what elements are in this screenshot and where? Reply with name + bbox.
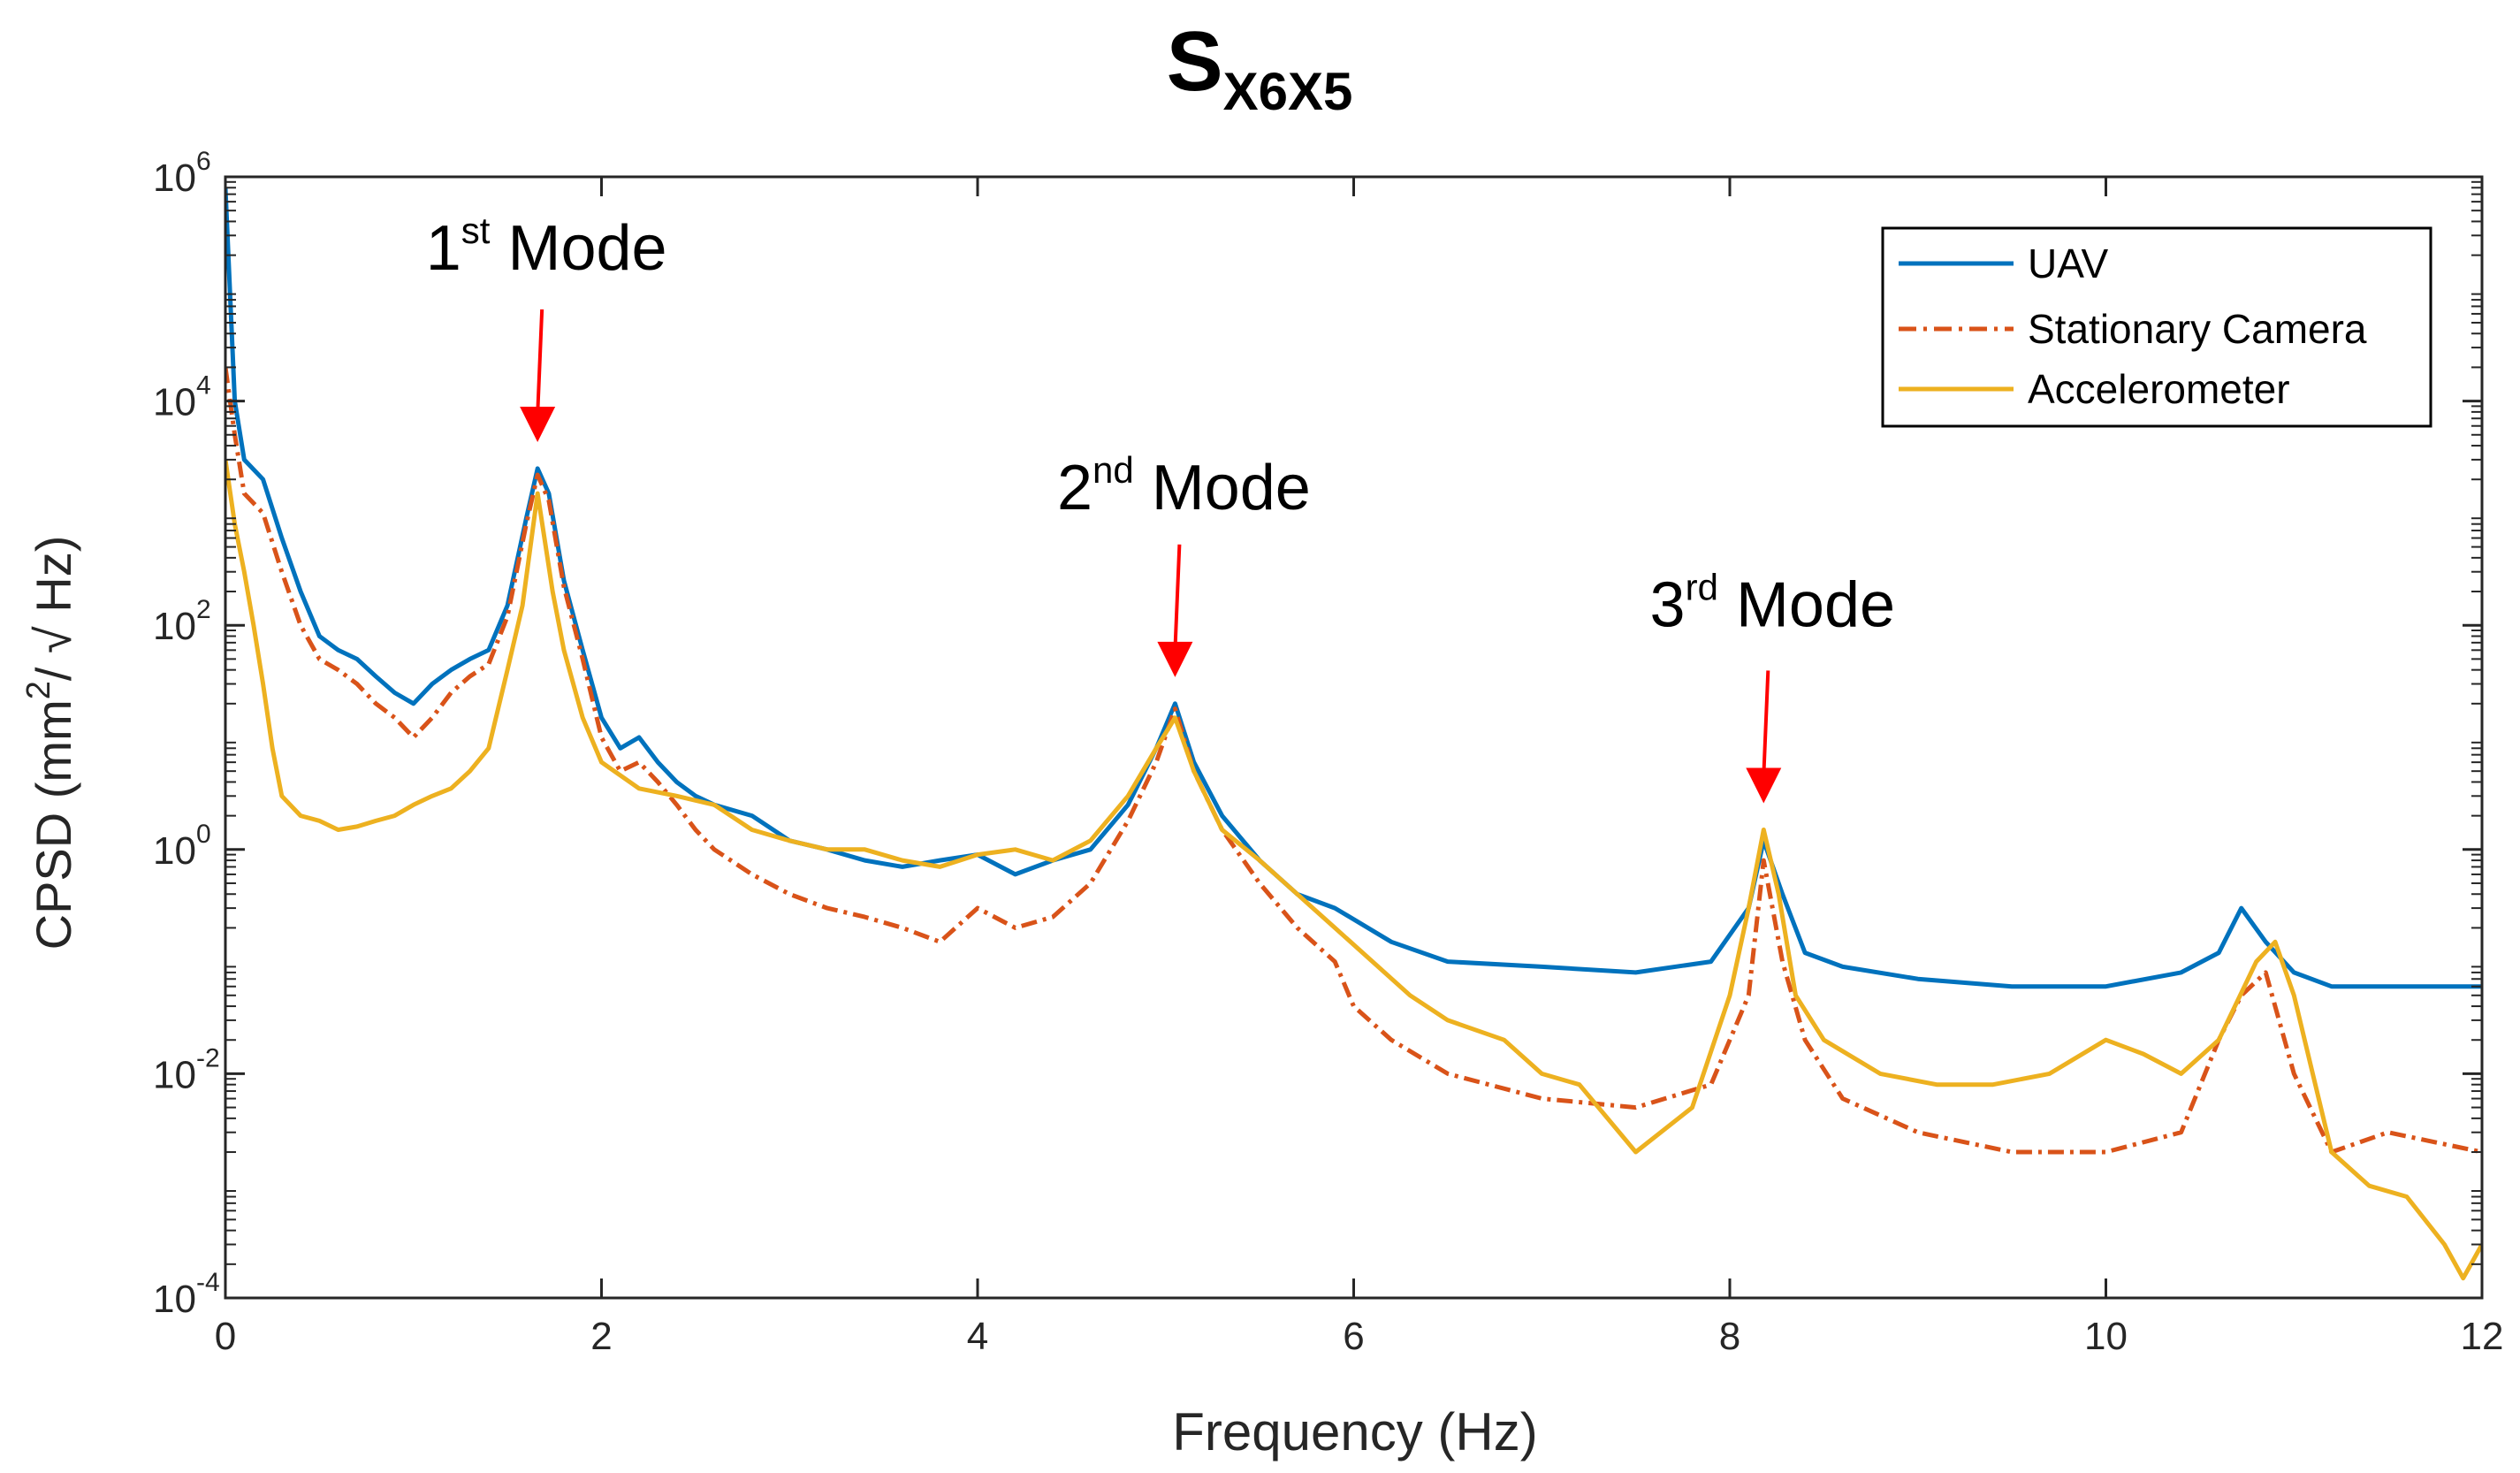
mode-label-number: 3 xyxy=(1650,569,1686,640)
legend: UAV Stationary Camera Accelerometer xyxy=(1881,226,2432,428)
y-tick-label-exp: 6 xyxy=(196,147,211,176)
y-tick-label-exp: 2 xyxy=(196,595,211,624)
x-tick-label: 0 xyxy=(215,1315,236,1358)
x-tick-label: 4 xyxy=(967,1315,988,1358)
y-tick-label: 10-2 xyxy=(153,1043,220,1096)
chart-title-subscript: X6X5 xyxy=(1223,62,1353,121)
y-axis-label: CPSD (mm2/ √ Hz) xyxy=(20,536,81,950)
x-tick-label: 10 xyxy=(2084,1315,2128,1358)
y-tick-label-base: 10 xyxy=(153,381,196,424)
mode-label: 2nd Mode xyxy=(1057,449,1311,523)
y-tick-label-base: 10 xyxy=(153,605,196,648)
y-tick-label: 102 xyxy=(153,595,211,648)
x-tick-label: 8 xyxy=(1719,1315,1740,1358)
series-line-accelerometer xyxy=(225,459,2482,1281)
x-tick-label: 12 xyxy=(2461,1315,2504,1358)
series-group xyxy=(225,187,2482,1281)
mode-label-number: 1 xyxy=(426,213,461,284)
mode-arrow-shaft xyxy=(536,309,544,416)
mode-label-number: 2 xyxy=(1057,453,1093,523)
y-tick-label-base: 10 xyxy=(153,829,196,873)
mode-label-suffix: nd xyxy=(1093,449,1134,491)
y-tick-label-exp: -2 xyxy=(196,1043,220,1072)
chart-title: SX6X5 xyxy=(1167,14,1353,121)
y-axis-label-suffix: / √ Hz) xyxy=(26,536,81,682)
y-axis-label-sup: 2 xyxy=(20,681,57,699)
y-tick-label-base: 10 xyxy=(153,1278,196,1321)
mode-label: 3rd Mode xyxy=(1650,566,1896,640)
y-tick-label-base: 10 xyxy=(153,1053,196,1096)
mode-arrow-head xyxy=(520,406,556,442)
x-tick-label: 2 xyxy=(590,1315,612,1358)
y-tick-label-exp: 0 xyxy=(196,820,211,849)
y-tick-label-exp: 4 xyxy=(196,371,211,401)
mode-arrow-shaft xyxy=(1762,670,1770,777)
mode-arrow-head xyxy=(1746,767,1782,804)
y-tick-label: 10-4 xyxy=(153,1268,220,1321)
legend-label-accelerometer: Accelerometer xyxy=(2028,366,2290,412)
y-tick-label-exp: -4 xyxy=(196,1268,220,1297)
mode-arrow-shaft xyxy=(1173,544,1182,651)
x-axis-label: Frequency (Hz) xyxy=(1172,1402,1537,1462)
y-axis-label-prefix: CPSD (mm xyxy=(26,699,81,950)
plot-layer xyxy=(225,187,2482,1281)
mode-label: 1st Mode xyxy=(426,210,667,284)
mode-label-suffix: rd xyxy=(1686,566,1718,607)
mode-label-text: Mode xyxy=(1134,453,1311,523)
mode-arrow-head xyxy=(1157,641,1193,677)
mode-label-suffix: st xyxy=(461,210,491,251)
y-tick-label: 104 xyxy=(153,371,211,424)
y-tick-label: 100 xyxy=(153,820,211,873)
y-tick-label: 106 xyxy=(153,147,211,200)
mode-label-text: Mode xyxy=(490,213,666,284)
chart-title-main: S xyxy=(1167,14,1223,109)
legend-label-stationary-camera: Stationary Camera xyxy=(2028,306,2367,352)
y-tick-label-base: 10 xyxy=(153,156,196,200)
x-tick-label: 6 xyxy=(1343,1315,1364,1358)
legend-label-uav: UAV xyxy=(2028,240,2108,286)
mode-label-text: Mode xyxy=(1718,569,1895,640)
